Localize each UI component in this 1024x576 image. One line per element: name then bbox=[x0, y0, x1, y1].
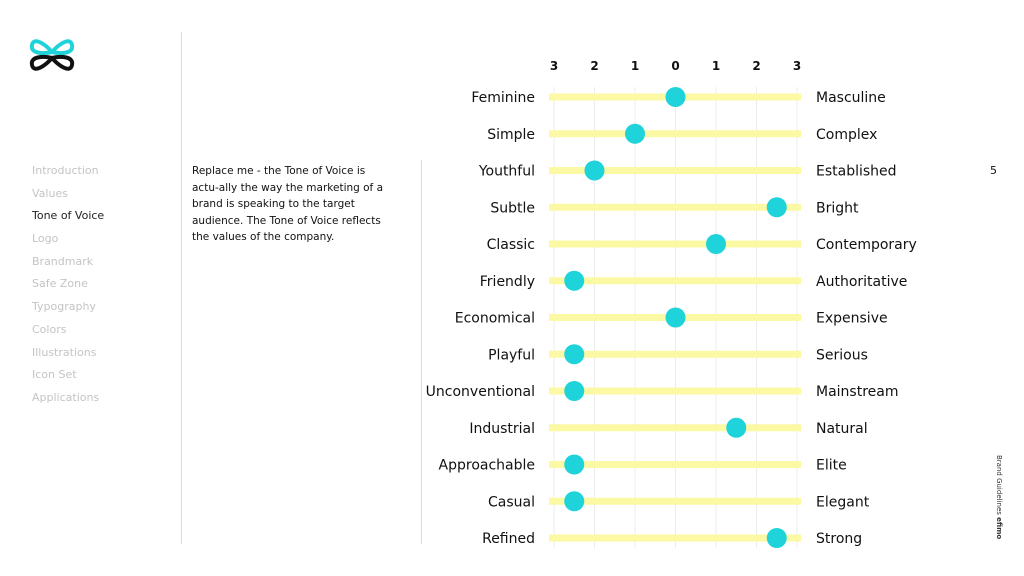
scale-track bbox=[549, 203, 801, 211]
scale-track bbox=[549, 497, 801, 505]
trait-left-label: Refined bbox=[482, 531, 535, 547]
trait-left-label: Subtle bbox=[490, 200, 535, 216]
tone-of-voice-description: Replace me - the Tone of Voice is actu-a… bbox=[192, 165, 384, 243]
nav-item-colors[interactable]: Colors bbox=[32, 322, 67, 336]
scale-tick-label: 2 bbox=[752, 59, 760, 73]
scale-marker bbox=[564, 381, 585, 401]
trait-right-label: Serious bbox=[816, 347, 868, 363]
nav-item-safe-zone[interactable]: Safe Zone bbox=[32, 277, 88, 291]
trait-right-label: Bright bbox=[816, 200, 859, 216]
trait-right-label: Strong bbox=[816, 531, 862, 547]
trait-right-label: Established bbox=[816, 164, 897, 180]
scale-marker bbox=[706, 234, 726, 254]
trait-right-label: Complex bbox=[816, 127, 877, 143]
footer-label-text: Brand Guidelines bbox=[995, 455, 1003, 515]
sidebar-nav: Introduction Values Tone of Voice Logo Brand… bbox=[32, 164, 104, 414]
trait-right-label: Contemporary bbox=[816, 237, 917, 253]
scale-track bbox=[549, 387, 801, 395]
scale-tick-label: 0 bbox=[671, 59, 679, 73]
nav-item-typography[interactable]: Typography bbox=[32, 300, 96, 314]
trait-right-label: Authoritative bbox=[816, 274, 907, 290]
scale-marker bbox=[665, 87, 686, 107]
scale-tick-label: 3 bbox=[550, 59, 558, 73]
nav-item-introduction[interactable]: Introduction bbox=[32, 164, 99, 177]
nav-item-illustrations[interactable]: Illustrations bbox=[32, 345, 97, 359]
scale-tick-label: 2 bbox=[590, 59, 598, 73]
scale-marker bbox=[766, 528, 787, 548]
scale-marker bbox=[584, 160, 605, 181]
trait-left-label: Approachable bbox=[439, 458, 535, 474]
trait-right-label: Elegant bbox=[816, 494, 870, 510]
scale-marker bbox=[625, 123, 645, 144]
trait-left-label: Economical bbox=[455, 311, 535, 327]
trait-left-label: Feminine bbox=[471, 90, 535, 106]
content-divider bbox=[421, 160, 422, 544]
scale-track bbox=[549, 534, 801, 542]
trait-left-label: Industrial bbox=[469, 421, 535, 437]
scale-marker bbox=[665, 307, 686, 328]
trait-right-label: Elite bbox=[816, 458, 847, 474]
footer-brand-name: efimo bbox=[995, 517, 1003, 540]
scale-marker bbox=[726, 417, 747, 438]
footer-brand-label: Brand Guidelines efimo bbox=[989, 455, 1003, 545]
scale-marker bbox=[564, 491, 585, 512]
scale-track bbox=[549, 130, 801, 138]
trait-left-label: Playful bbox=[488, 347, 535, 363]
scale-tick-label: 1 bbox=[712, 59, 720, 73]
sidebar-divider bbox=[181, 32, 182, 544]
nav-item-values[interactable]: Values bbox=[32, 186, 68, 200]
trait-left-label: Youthful bbox=[478, 164, 535, 180]
scale-track bbox=[549, 277, 801, 285]
nav-item-brandmark[interactable]: Brandmark bbox=[32, 254, 94, 268]
trait-left-label: Friendly bbox=[480, 274, 535, 290]
nav-item-icon-set[interactable]: Icon Set bbox=[32, 368, 77, 382]
page-number: 5 bbox=[990, 164, 997, 177]
trait-left-label: Unconventional bbox=[426, 384, 535, 400]
scale-marker bbox=[766, 197, 787, 218]
trait-left-label: Casual bbox=[488, 494, 535, 510]
scale-tick-label: 3 bbox=[793, 59, 801, 73]
scale-marker bbox=[564, 344, 585, 365]
trait-right-label: Masculine bbox=[816, 90, 886, 106]
trait-right-label: Expensive bbox=[816, 311, 888, 327]
scale-track bbox=[549, 167, 801, 174]
scale-track bbox=[549, 240, 801, 248]
trait-left-label: Classic bbox=[487, 237, 535, 253]
trait-left-label: Simple bbox=[487, 127, 535, 143]
scale-track bbox=[549, 350, 801, 358]
brand-logo-icon bbox=[29, 39, 75, 71]
nav-item-logo[interactable]: Logo bbox=[32, 232, 59, 246]
nav-item-applications[interactable]: Applications bbox=[32, 390, 100, 404]
nav-item-tone-of-voice[interactable]: Tone of Voice bbox=[32, 209, 105, 223]
scale-track bbox=[549, 424, 801, 432]
scale-marker bbox=[564, 454, 585, 475]
scale-marker bbox=[564, 270, 585, 291]
trait-right-label: Natural bbox=[816, 421, 868, 437]
scale-tick-label: 1 bbox=[631, 59, 639, 73]
trait-right-label: Mainstream bbox=[816, 384, 898, 400]
scale-track bbox=[549, 461, 801, 468]
